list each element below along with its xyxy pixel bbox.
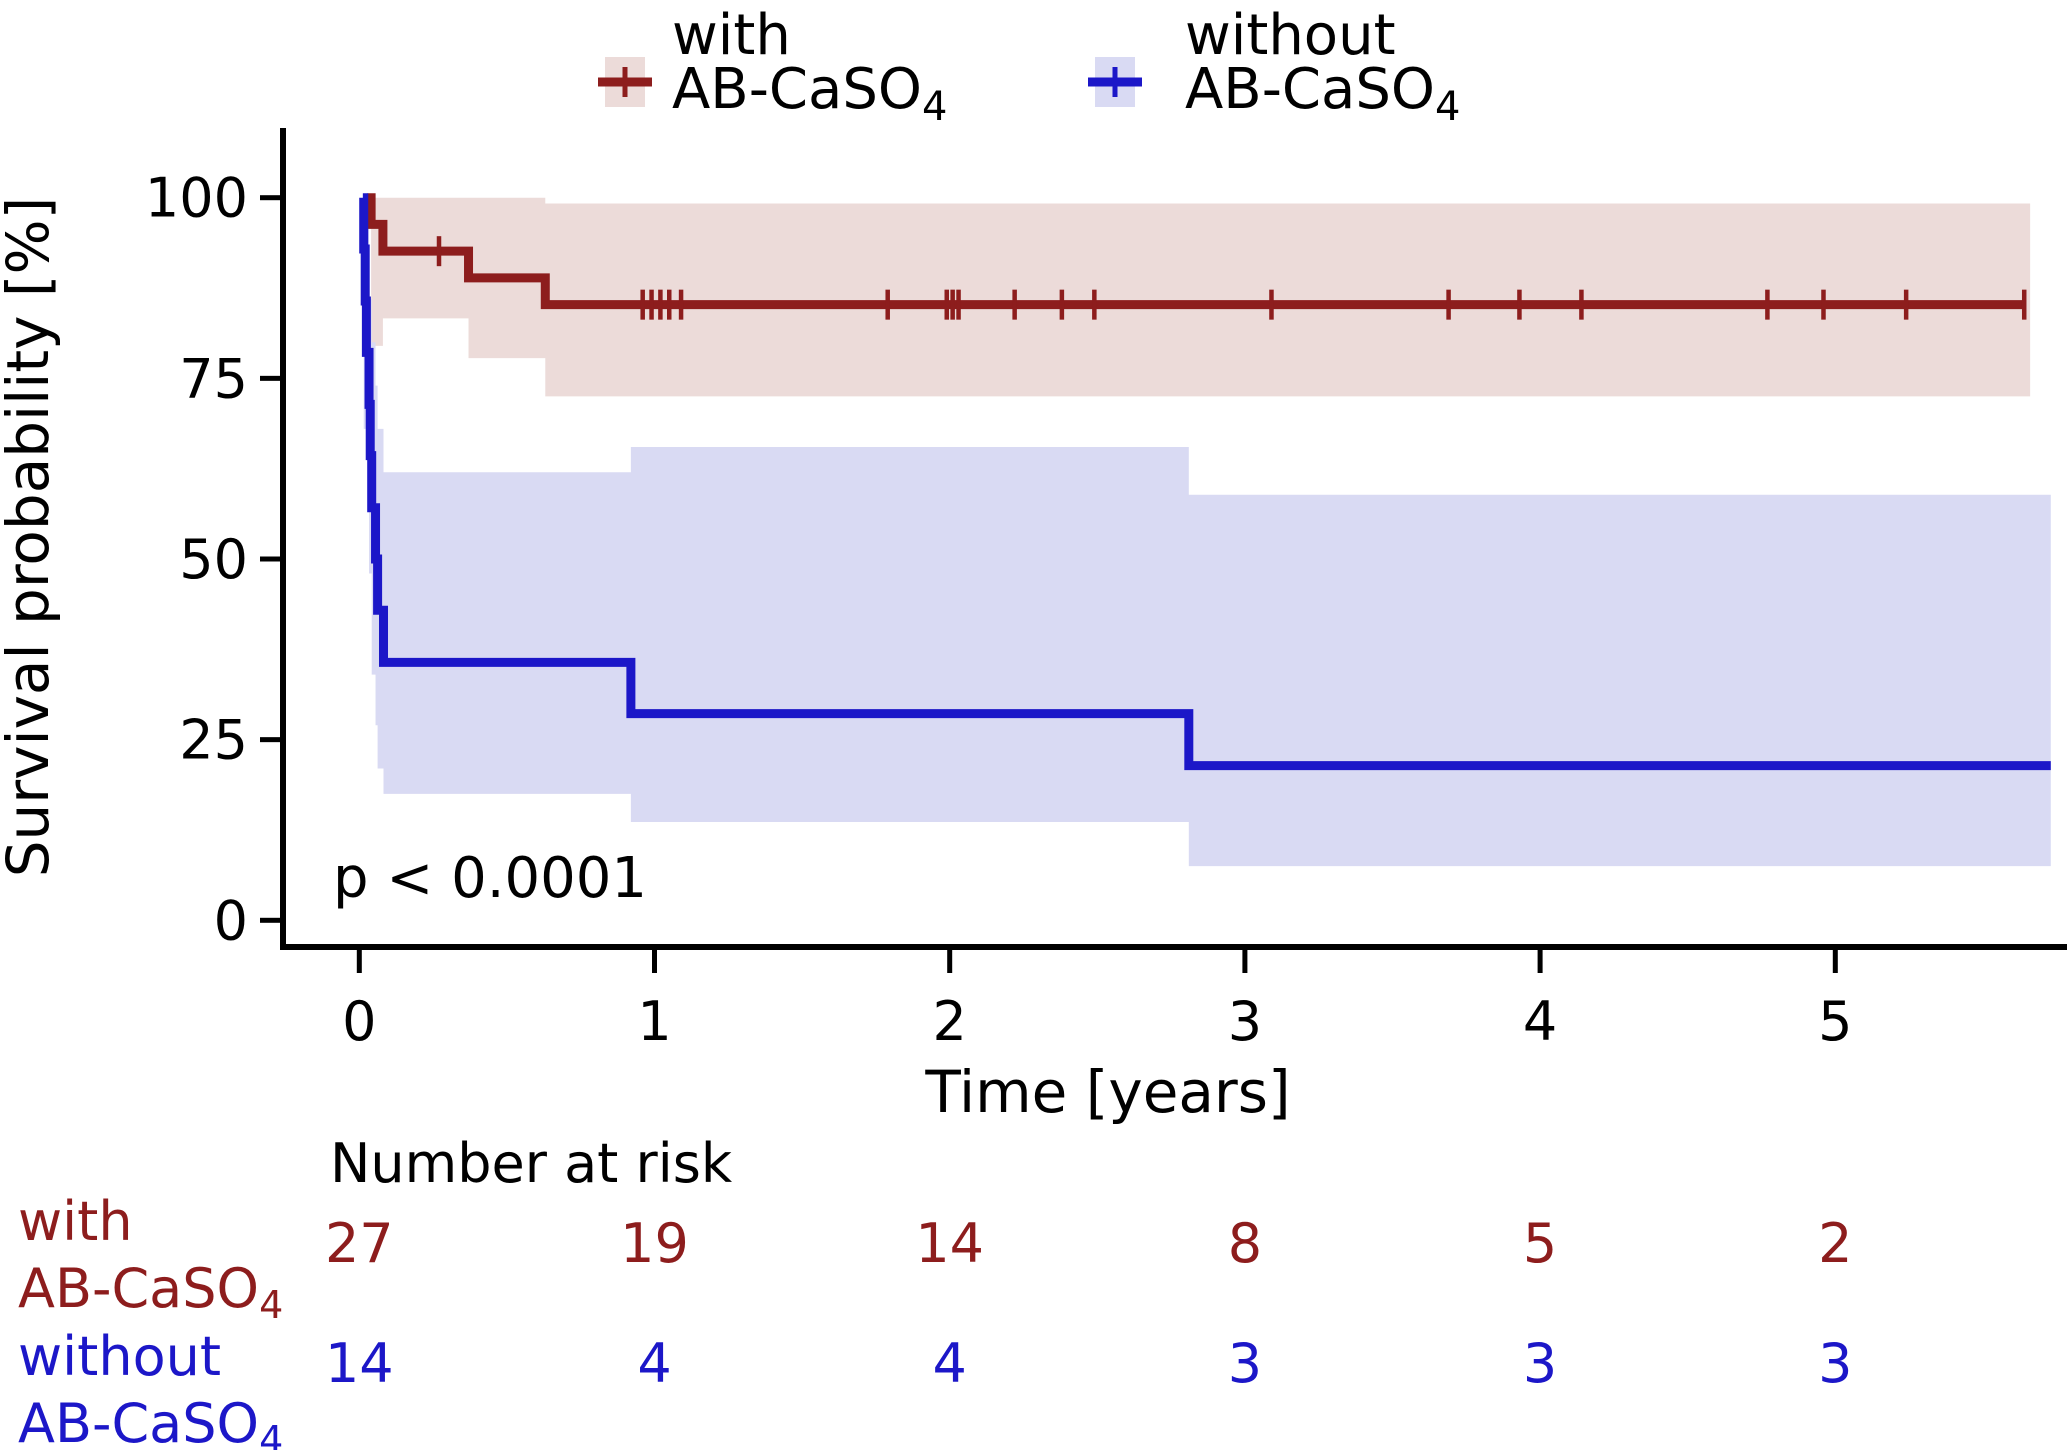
legend-label-line1-without: without <box>1185 3 1396 68</box>
risk-row-label-line2-with: AB-CaSO4 <box>18 1257 283 1327</box>
y-tick-mark <box>260 737 283 743</box>
risk-table-title: Number at risk <box>330 1132 733 1195</box>
risk-count-with-t0: 27 <box>325 1212 394 1275</box>
risk-count-with-t1: 19 <box>620 1212 689 1275</box>
risk-count-without-t3: 3 <box>1228 1332 1262 1395</box>
x-tick-label: 5 <box>1818 990 1852 1053</box>
y-tick-label: 100 <box>145 167 248 230</box>
tick-labels-layer: 100 75 50 25 0 0 1 2 3 4 5 <box>145 167 1853 1053</box>
x-tick-label: 3 <box>1228 990 1262 1053</box>
x-tick-mark <box>947 947 953 973</box>
legend-label-line2-with: AB-CaSO4 <box>672 57 947 130</box>
survival-curves-layer <box>359 193 2051 771</box>
risk-count-with-t2: 14 <box>915 1212 984 1275</box>
y-axis-label: Survival probability [%] <box>0 197 62 878</box>
confidence-band-with <box>371 197 2031 397</box>
y-tick-mark <box>260 556 283 562</box>
x-tick-label: 4 <box>1523 990 1557 1053</box>
x-tick-mark <box>1242 947 1248 973</box>
x-tick-label: 2 <box>933 990 967 1053</box>
x-tick-mark <box>1832 947 1838 973</box>
risk-count-with-t3: 8 <box>1228 1212 1262 1275</box>
y-tick-mark <box>260 195 283 201</box>
confidence-band-without <box>363 219 2051 867</box>
y-tick-label: 75 <box>179 347 248 410</box>
y-tick-label: 50 <box>179 528 248 591</box>
x-tick-mark <box>356 947 362 973</box>
risk-row-label-line1-with: with <box>18 1190 133 1253</box>
risk-count-without-t0: 14 <box>325 1332 394 1395</box>
survival-curve-without <box>359 193 2051 771</box>
x-tick-mark <box>652 947 657 973</box>
risk-count-with-t4: 5 <box>1523 1212 1557 1275</box>
x-axis-spine <box>280 944 2067 950</box>
legend-label-line1-with: with <box>672 3 791 68</box>
x-axis-label: Time [years] <box>924 1058 1290 1126</box>
y-tick-mark <box>260 917 283 923</box>
risk-count-without-t5: 3 <box>1818 1332 1852 1395</box>
risk-count-without-t4: 3 <box>1523 1332 1557 1395</box>
risk-count-without-t2: 4 <box>933 1332 967 1395</box>
risk-count-without-t1: 4 <box>637 1332 671 1395</box>
axes-layer <box>260 128 2067 973</box>
y-axis-spine <box>280 128 286 950</box>
risk-count-with-t5: 2 <box>1818 1212 1852 1275</box>
risk-row-label-line2-without: AB-CaSO4 <box>18 1392 283 1450</box>
x-tick-label: 1 <box>637 990 671 1053</box>
y-tick-label: 0 <box>214 889 248 952</box>
y-tick-mark <box>260 375 283 381</box>
y-tick-label: 25 <box>179 709 248 772</box>
confidence-bands-layer <box>363 197 2051 867</box>
x-tick-mark <box>1537 947 1543 973</box>
survival-curve-with <box>366 193 2025 310</box>
x-tick-label: 0 <box>342 990 376 1053</box>
legend-label-line2-without: AB-CaSO4 <box>1185 57 1460 130</box>
risk-row-label-line1-without: without <box>18 1325 221 1388</box>
p-value-annotation: p < 0.0001 <box>333 846 647 911</box>
